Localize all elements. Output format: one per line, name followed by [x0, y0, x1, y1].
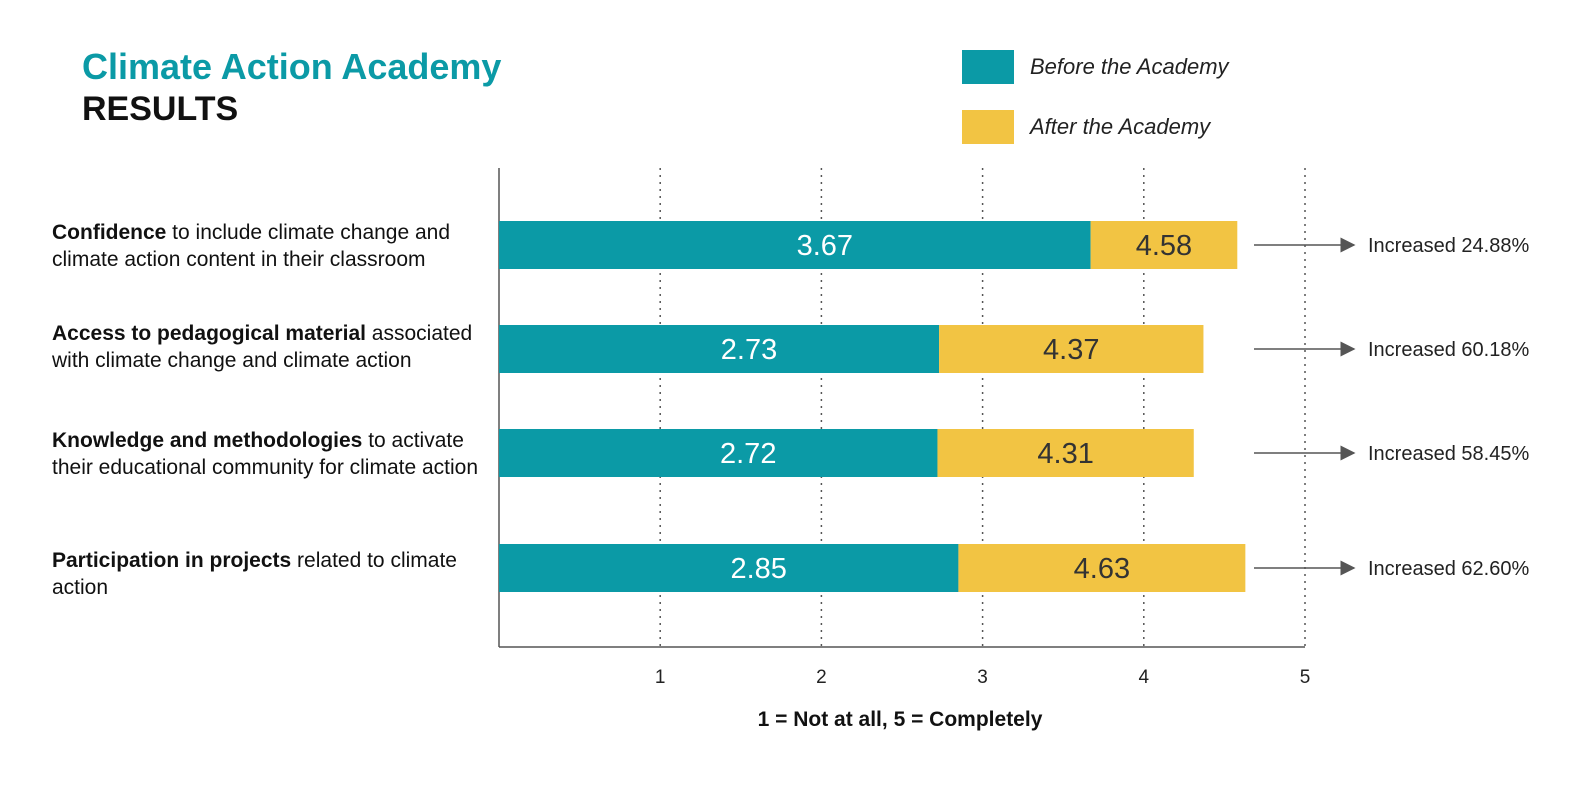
bar-after — [1090, 221, 1238, 269]
increase-label: Increased 60.18% — [1368, 339, 1529, 361]
category-label-access: Access to pedagogical material associate… — [52, 320, 482, 374]
data-label-after: 4.63 — [1074, 553, 1130, 585]
bar-after — [939, 325, 1204, 373]
data-label-before: 3.67 — [797, 230, 853, 262]
category-label-rest: associated with climate change and clima… — [52, 322, 473, 372]
category-label-rest: to activate their educational community … — [52, 429, 479, 479]
data-label-before: 2.73 — [721, 334, 777, 366]
scale-note-1: 1 — [757, 708, 770, 731]
category-label-bold: Confidence — [52, 221, 167, 244]
increase-label: Increased 62.60% — [1368, 558, 1529, 580]
legend-label-before: Before the Academy — [1030, 54, 1229, 79]
x-tick-label: 2 — [816, 667, 827, 688]
legend-swatch-after — [962, 110, 1014, 144]
bar-before — [499, 429, 938, 477]
scale-note-5: 5 — [893, 708, 906, 731]
bar-before — [499, 544, 959, 592]
scale-note-4: = Completely — [905, 708, 1043, 731]
bar-after — [958, 544, 1246, 592]
legend-swatch-before — [962, 50, 1014, 84]
bar-before — [499, 221, 1091, 269]
scale-note: 1 = Not at all, 5 = Completely — [600, 708, 1200, 732]
data-label-after: 4.37 — [1043, 334, 1099, 366]
bar-after — [937, 429, 1194, 477]
data-label-after: 4.31 — [1037, 438, 1093, 470]
legend-item-after: After the Academy — [962, 110, 1210, 144]
chart-title: Climate Action Academy — [82, 46, 502, 87]
bar-before — [499, 325, 940, 373]
category-label-bold: Access to pedagogical material — [52, 322, 366, 345]
scale-note-2: = Not at all, — [769, 708, 894, 731]
x-tick-label: 3 — [977, 667, 988, 688]
x-tick-label: 1 — [655, 667, 666, 688]
data-label-after: 4.58 — [1136, 230, 1192, 262]
increase-label: Increased 58.45% — [1368, 443, 1529, 465]
category-label-bold: Participation in projects — [52, 549, 292, 572]
category-label-confidence: Confidence to include climate change and… — [52, 219, 482, 273]
increase-label: Increased 24.88% — [1368, 235, 1529, 257]
data-label-before: 2.85 — [730, 553, 786, 585]
category-label-participation: Participation in projects related to cli… — [52, 547, 482, 601]
x-tick-label: 4 — [1139, 667, 1150, 688]
category-label-rest: related to climate action — [52, 549, 457, 599]
category-label-rest: to include climate change and climate ac… — [52, 221, 451, 271]
x-tick-label: 5 — [1300, 667, 1311, 688]
legend-item-before: Before the Academy — [962, 50, 1229, 84]
category-label-bold: Knowledge and methodologies — [52, 429, 363, 452]
category-label-knowledge: Knowledge and methodologies to activate … — [52, 427, 482, 481]
legend-label-after: After the Academy — [1030, 114, 1211, 139]
chart-subtitle: RESULTS — [82, 90, 239, 128]
data-label-before: 2.72 — [720, 438, 776, 470]
